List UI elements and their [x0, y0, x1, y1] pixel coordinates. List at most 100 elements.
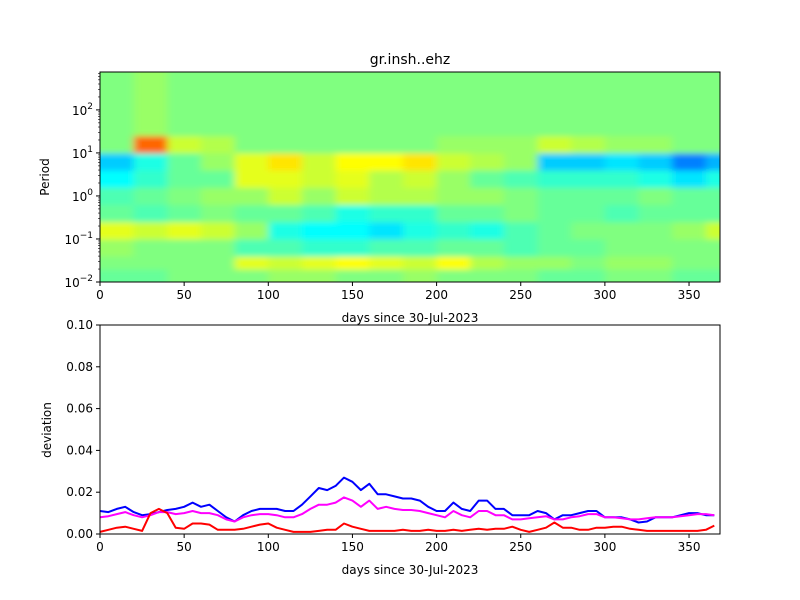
heatmap-cell — [100, 152, 135, 171]
heatmap-cell — [133, 170, 168, 188]
x-tick-label: 0 — [96, 288, 104, 302]
heatmap-cell — [100, 256, 135, 270]
heatmap-cell — [638, 204, 673, 223]
heatmap-cell — [604, 135, 640, 154]
heatmap-cell — [436, 269, 471, 282]
heatmap-cell — [167, 204, 202, 223]
heatmap-cell — [571, 269, 606, 282]
heatmap-cell — [571, 152, 606, 171]
heatmap-cell — [537, 256, 572, 270]
heatmap-cell — [672, 135, 707, 154]
heatmap-cell — [133, 256, 168, 270]
heatmap-cell — [100, 221, 135, 240]
heatmap-cell — [100, 204, 135, 223]
heatmap-cell — [537, 152, 572, 171]
heatmap-cell — [638, 152, 673, 171]
heatmap-cell — [638, 221, 673, 240]
heatmap-cell — [638, 187, 673, 206]
heatmap-cell — [335, 152, 370, 171]
heatmap-cell — [638, 72, 673, 137]
x-tick-label: 300 — [593, 540, 616, 554]
heatmap-cell — [503, 187, 539, 206]
y-tick-label: 0.00 — [66, 527, 93, 541]
heatmap-cell — [402, 238, 438, 257]
heatmap-cell — [200, 152, 236, 171]
x-tick-label: 150 — [341, 540, 364, 554]
heatmap-cell — [503, 72, 539, 137]
heatmap-cell — [234, 256, 269, 270]
heatmap-cell — [537, 187, 572, 206]
heatmap-cell — [335, 135, 370, 154]
heatmap-cell — [133, 152, 168, 171]
heatmap-cell — [234, 221, 269, 240]
heatmap-cell — [133, 238, 168, 257]
heatmap-cell — [335, 187, 370, 206]
heatmap-cell — [335, 72, 370, 137]
heatmap-cell — [604, 269, 640, 282]
heatmap-cell — [301, 170, 337, 188]
heatmap-cell — [268, 269, 303, 282]
heatmap-cell — [436, 256, 471, 270]
heatmap-cell — [234, 135, 269, 154]
series-line-blue — [99, 476, 715, 524]
y-tick-label: 101 — [72, 145, 93, 161]
heatmap-cell — [638, 135, 673, 154]
heatmap-cell — [167, 221, 202, 240]
heatmap-cell — [335, 204, 370, 223]
x-tick-label: 0 — [96, 540, 104, 554]
y-tick-label: 0.04 — [66, 443, 93, 457]
heatmap-cell — [167, 256, 202, 270]
x-tick-label: 100 — [257, 288, 280, 302]
heatmap-cell — [100, 238, 135, 257]
x-tick-label: 350 — [678, 540, 701, 554]
heatmap-cell — [301, 238, 337, 257]
heatmap-cell — [672, 187, 707, 206]
heatmap-cell — [436, 204, 471, 223]
heatmap-cell — [167, 269, 202, 282]
heatmap-cell — [470, 72, 505, 137]
heatmap-cell — [301, 152, 337, 171]
heatmap-cell — [268, 256, 303, 270]
heatmap-cell — [402, 152, 438, 171]
heatmap-cell — [604, 221, 640, 240]
series-line-red — [99, 507, 715, 533]
heatmap-cell — [133, 187, 168, 206]
heatmap-cell — [369, 238, 404, 257]
heatmap-cell — [604, 152, 640, 171]
x-tick-label: 200 — [425, 540, 448, 554]
bottom-axes-frame — [99, 324, 721, 535]
heatmap-cell — [537, 72, 572, 137]
heatmap-cell — [571, 221, 606, 240]
heatmap-cell — [301, 269, 337, 282]
heatmap-cell — [537, 204, 572, 223]
heatmap-cell — [402, 72, 438, 137]
heatmap-cell — [335, 170, 370, 188]
heatmap-cell — [604, 204, 640, 223]
x-tick-label: 250 — [509, 540, 532, 554]
x-tick-label: 350 — [678, 288, 701, 302]
heatmap-cell — [705, 256, 720, 270]
heatmap-cell — [402, 269, 438, 282]
heatmap-cell — [537, 221, 572, 240]
y-tick-label: 10−1 — [64, 231, 93, 247]
heatmap-cell — [571, 187, 606, 206]
x-tick-label: 200 — [425, 288, 448, 302]
heatmap-cell — [672, 152, 707, 171]
heatmap-cell — [301, 204, 337, 223]
heatmap-cell — [369, 269, 404, 282]
heatmap-cell — [571, 170, 606, 188]
heatmap-cell — [604, 187, 640, 206]
y-tick-label: 10−2 — [64, 274, 93, 290]
heatmap-cell — [503, 221, 539, 240]
bottom-x-axis-label: days since 30-Jul-2023 — [342, 563, 479, 577]
heatmap-cell — [167, 238, 202, 257]
heatmap-cell — [604, 238, 640, 257]
heatmap-cell — [503, 238, 539, 257]
heatmap-cell — [470, 170, 505, 188]
heatmap-cell — [100, 269, 135, 282]
heatmap-cell — [133, 135, 168, 154]
heatmap-cell — [705, 135, 720, 154]
heatmap-cell — [470, 135, 505, 154]
heatmap-cell — [436, 238, 471, 257]
